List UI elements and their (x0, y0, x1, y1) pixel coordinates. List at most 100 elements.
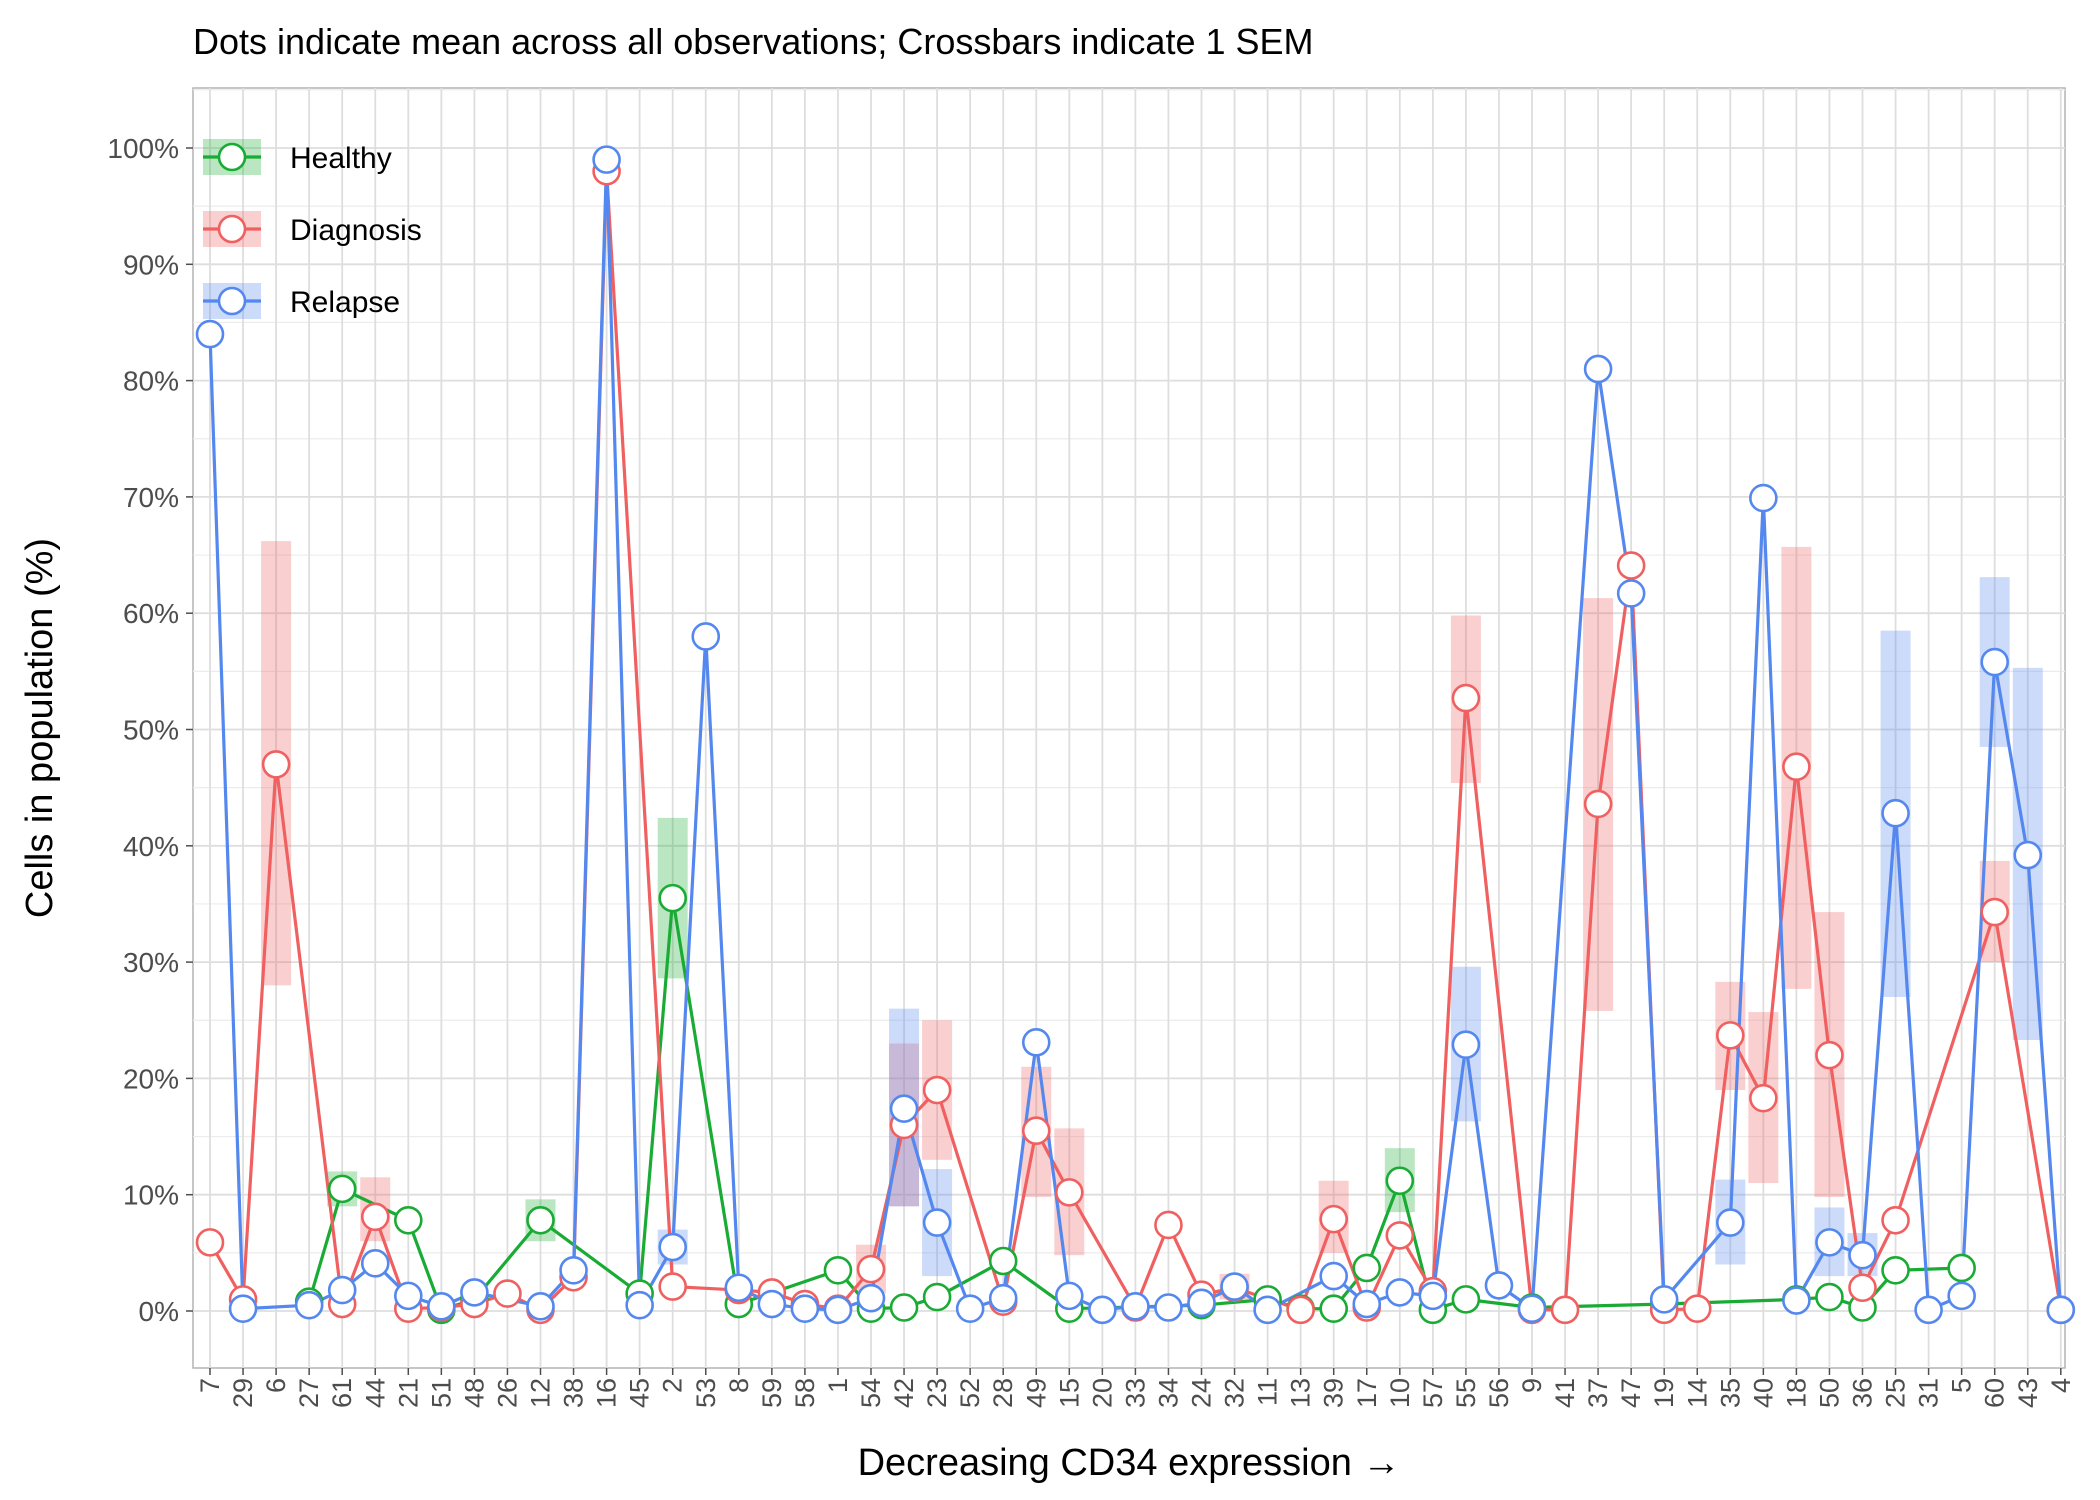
y-tick-label: 60% (123, 598, 179, 629)
data-point-diagnosis (195, 1228, 225, 1257)
y-tick-label: 0% (139, 1296, 179, 1327)
data-point-diagnosis (1286, 1295, 1315, 1325)
data-point-relapse (1749, 483, 1778, 513)
x-tick-label: 16 (592, 1378, 622, 1408)
data-point-diagnosis (1550, 1295, 1580, 1325)
x-tick-label: 36 (1848, 1378, 1878, 1408)
data-point-healthy (889, 1293, 919, 1322)
x-tick-label: 51 (426, 1378, 456, 1408)
data-point-relapse (691, 622, 721, 651)
data-point-relapse (922, 1208, 952, 1237)
y-tick-label: 50% (123, 715, 179, 746)
x-tick-label: 45 (625, 1378, 655, 1408)
data-point-diagnosis (1749, 1083, 1778, 1113)
data-point-diagnosis (1583, 789, 1613, 819)
data-point-healthy (1352, 1253, 1382, 1283)
x-tick-label: 31 (1914, 1378, 1944, 1408)
data-point-relapse (988, 1283, 1018, 1313)
x-tick-label: 28 (988, 1378, 1018, 1408)
x-tick-label: 14 (1682, 1378, 1712, 1408)
data-point-relapse (1914, 1295, 1943, 1325)
x-tick-label: 9 (1517, 1378, 1547, 1393)
x-tick-label: 47 (1616, 1378, 1646, 1408)
data-point-relapse (1980, 647, 2009, 677)
x-tick-label: 58 (790, 1378, 820, 1408)
data-point-relapse (1881, 798, 1910, 828)
x-tick-label: 40 (1748, 1378, 1778, 1408)
data-point-relapse (1782, 1286, 1811, 1315)
x-tick-label: 43 (2013, 1378, 2043, 1408)
x-tick-label: 15 (1054, 1378, 1084, 1408)
data-point-relapse (2013, 840, 2043, 870)
data-point-relapse (1055, 1281, 1084, 1311)
x-tick-label: 12 (526, 1378, 556, 1408)
x-tick-label: 20 (1087, 1378, 1117, 1408)
data-point-relapse (2046, 1295, 2076, 1325)
x-tick-label: 13 (1286, 1378, 1316, 1408)
data-point-diagnosis (1782, 752, 1811, 782)
data-point-diagnosis (1319, 1204, 1348, 1234)
x-tick-label: 5 (1947, 1378, 1977, 1393)
data-point-relapse (757, 1289, 787, 1319)
legend-key-point (217, 286, 247, 316)
data-point-relapse (1583, 354, 1613, 384)
data-point-healthy (988, 1246, 1018, 1276)
x-tick-label: 48 (459, 1378, 489, 1408)
data-point-healthy (1385, 1166, 1415, 1196)
y-axis-title: Cells in population (%) (19, 538, 61, 918)
legend: Healthy Diagnosis Relapse (203, 139, 422, 319)
x-tick-label: 59 (757, 1378, 787, 1408)
legend-label-relapse: Relapse (290, 286, 400, 319)
y-axis-ticks: 0% 10% 20% 30% 40% 50% 60% 70% 80% 90% 100% (107, 133, 193, 1327)
x-tick-label: 54 (856, 1378, 886, 1408)
data-point-diagnosis (922, 1075, 952, 1105)
x-tick-label: 7 (195, 1378, 225, 1393)
data-point-diagnosis (261, 750, 291, 779)
data-point-healthy (1451, 1285, 1481, 1314)
data-point-relapse (294, 1290, 324, 1320)
data-point-relapse (790, 1294, 820, 1323)
x-tick-label: 26 (492, 1378, 522, 1408)
x-tick-label: 4 (2046, 1378, 2076, 1393)
data-point-diagnosis (1848, 1273, 1877, 1303)
data-point-relapse (625, 1290, 654, 1320)
x-tick-label: 18 (1781, 1378, 1811, 1408)
data-point-relapse (1947, 1281, 1976, 1311)
data-point-healthy (1319, 1294, 1348, 1323)
data-point-relapse (1649, 1285, 1679, 1314)
legend-key-point (217, 142, 247, 172)
data-point-relapse (1187, 1288, 1216, 1318)
data-point-relapse (1716, 1208, 1745, 1237)
data-point-relapse (1848, 1240, 1877, 1270)
data-point-diagnosis (1616, 551, 1646, 580)
data-point-relapse (1616, 579, 1646, 608)
x-axis-title: Decreasing CD34 expression → (858, 1442, 1401, 1484)
x-tick-label: 32 (1220, 1378, 1250, 1408)
data-point-diagnosis (1815, 1040, 1844, 1070)
data-point-relapse (559, 1255, 588, 1285)
data-point-relapse (658, 1232, 688, 1262)
x-axis-ticks: 7 29 6 27 61 44 21 51 48 26 12 38 16 45 2 53 8 59 58 1 54 42 2… (195, 1368, 2076, 1408)
data-point-relapse (1418, 1281, 1448, 1311)
x-tick-label: 50 (1814, 1378, 1844, 1408)
data-point-relapse (724, 1273, 754, 1303)
x-tick-label: 17 (1352, 1378, 1382, 1408)
grid-major (193, 88, 2065, 1368)
x-tick-label: 52 (955, 1378, 985, 1408)
data-point-healthy (526, 1205, 555, 1235)
data-point-relapse (526, 1292, 555, 1321)
data-point-relapse (1220, 1272, 1249, 1301)
data-point-diagnosis (1451, 683, 1481, 713)
data-point-diagnosis (1154, 1210, 1183, 1240)
x-tick-label: 42 (889, 1378, 919, 1408)
x-tick-label: 6 (261, 1378, 291, 1393)
x-tick-label: 11 (1253, 1378, 1283, 1406)
x-tick-label: 44 (360, 1378, 390, 1408)
legend-label-healthy: Healthy (290, 142, 392, 175)
x-tick-label: 56 (1484, 1378, 1514, 1408)
data-point-diagnosis (658, 1272, 688, 1301)
data-point-relapse (1451, 1030, 1481, 1059)
x-tick-label: 1 (823, 1378, 853, 1393)
data-point-relapse (856, 1283, 886, 1313)
chart-title: Dots indicate mean across all observatio… (193, 21, 1314, 62)
